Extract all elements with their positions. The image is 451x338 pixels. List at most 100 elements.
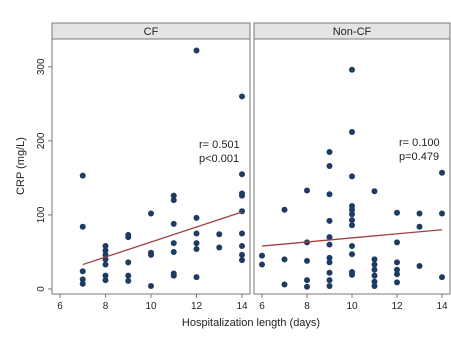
data-point-cf	[193, 47, 200, 54]
data-point-cf	[170, 240, 177, 247]
data-point-cf	[79, 223, 86, 230]
data-point-non-cf	[394, 239, 400, 246]
data-point-non-cf	[281, 256, 288, 263]
data-point-non-cf	[394, 279, 400, 286]
x-tick-label-non-cf: 12	[391, 301, 403, 312]
data-point-non-cf	[326, 241, 333, 248]
data-point-non-cf	[394, 266, 400, 273]
x-ticks-non-cf: 6 8 10 12 14	[259, 294, 448, 312]
marks-cf	[79, 47, 245, 290]
data-point-cf	[125, 272, 132, 279]
data-point-non-cf	[371, 283, 378, 290]
data-point-non-cf	[349, 128, 355, 135]
data-point-cf	[125, 277, 132, 284]
data-point-cf	[170, 272, 177, 279]
data-point-non-cf	[394, 271, 400, 278]
data-point-cf	[148, 210, 154, 217]
annotation-r-cf: r= 0.501	[199, 139, 240, 151]
data-point-non-cf	[326, 234, 333, 241]
data-point-non-cf	[326, 148, 333, 155]
annotation-r-non-cf: r= 0.100	[399, 137, 440, 149]
data-point-cf	[216, 231, 223, 238]
data-point-non-cf	[394, 209, 400, 216]
data-point-non-cf	[394, 259, 400, 266]
data-point-cf	[193, 246, 200, 253]
data-point-cf	[216, 244, 223, 251]
data-point-non-cf	[281, 206, 288, 213]
x-tick-label-non-cf: 14	[436, 301, 448, 312]
data-point-non-cf	[326, 191, 333, 198]
data-point-cf	[170, 220, 177, 227]
data-point-non-cf	[416, 263, 423, 270]
x-tick-label-cf: 14	[236, 301, 248, 312]
data-point-non-cf	[371, 272, 378, 279]
data-point-non-cf	[349, 222, 355, 229]
data-point-non-cf	[304, 257, 310, 264]
data-point-cf	[193, 230, 200, 237]
data-point-non-cf	[326, 163, 333, 170]
panel-title-non-cf: Non-CF	[333, 26, 372, 38]
data-point-cf	[102, 277, 109, 284]
annotation-p-non-cf: p=0.479	[399, 151, 439, 163]
data-point-cf	[193, 214, 200, 221]
y-ticks-cf: 0 100 200 300	[36, 58, 52, 292]
data-point-non-cf	[326, 259, 333, 266]
data-point-cf	[102, 247, 109, 254]
x-tick-label-cf: 12	[191, 301, 203, 312]
data-point-cf	[239, 257, 245, 264]
data-point-non-cf	[326, 283, 333, 290]
fit-line-non-cf	[261, 229, 443, 247]
y-tick-label: 100	[36, 206, 47, 223]
data-point-non-cf	[304, 283, 310, 290]
data-point-cf	[79, 268, 86, 275]
x-axis-label: Hospitalization length (days)	[182, 317, 320, 329]
data-point-cf	[239, 171, 245, 178]
x-tick-label-cf: 6	[57, 301, 63, 312]
data-point-non-cf	[349, 66, 355, 73]
panel-non-cf: Non-CF 6 8 10 12 14 r= 0.100 p=0.479	[253, 22, 451, 312]
data-point-non-cf	[371, 261, 378, 268]
data-point-non-cf	[326, 277, 333, 284]
panel-title-cf: CF	[144, 26, 159, 38]
data-point-non-cf	[371, 256, 378, 263]
data-point-cf	[193, 274, 200, 281]
data-point-non-cf	[439, 169, 445, 176]
data-point-cf	[239, 230, 245, 237]
data-point-cf	[193, 240, 200, 247]
data-point-non-cf	[326, 269, 333, 276]
data-point-non-cf	[349, 251, 355, 258]
x-tick-label-cf: 10	[145, 301, 157, 312]
data-point-non-cf	[349, 217, 355, 224]
data-point-cf	[170, 192, 177, 199]
x-tick-label-cf: 8	[103, 301, 109, 312]
data-point-cf	[102, 261, 109, 268]
data-point-non-cf	[281, 281, 288, 288]
data-point-non-cf	[371, 266, 378, 273]
data-point-non-cf	[349, 243, 355, 250]
data-point-cf	[148, 283, 154, 290]
data-point-non-cf	[259, 252, 265, 259]
y-axis-label: CRP (mg/L)	[15, 137, 27, 195]
data-point-non-cf	[439, 274, 445, 281]
fit-line-cf	[82, 211, 243, 266]
data-point-non-cf	[326, 254, 333, 261]
marks-non-cf	[259, 66, 445, 290]
data-point-non-cf	[304, 187, 310, 194]
y-tick-label: 200	[36, 132, 47, 149]
data-point-cf	[239, 192, 245, 199]
x-tick-label-non-cf: 6	[259, 301, 265, 312]
data-point-non-cf	[439, 210, 445, 217]
x-ticks-cf: 6 8 10 12 14	[57, 294, 248, 312]
data-point-non-cf	[371, 278, 378, 285]
annotation-p-cf: p<0.001	[199, 153, 239, 165]
data-point-cf	[239, 251, 245, 258]
data-point-cf	[148, 251, 154, 258]
data-point-cf	[79, 172, 86, 179]
data-point-cf	[170, 197, 177, 204]
data-point-cf	[239, 93, 245, 100]
data-point-non-cf	[349, 206, 355, 213]
data-point-non-cf	[349, 173, 355, 180]
data-point-non-cf	[416, 223, 423, 230]
